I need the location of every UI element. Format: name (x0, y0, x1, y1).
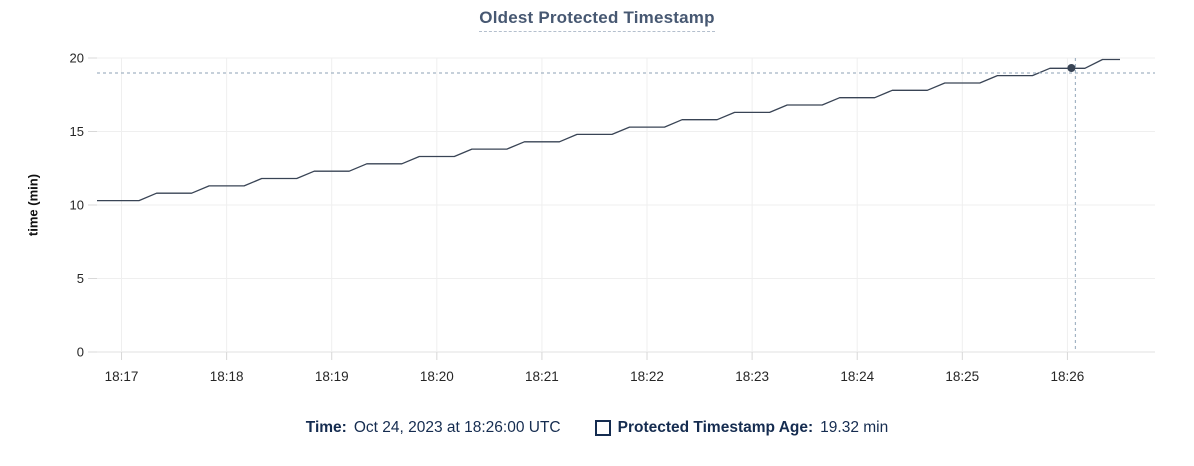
series-checkbox-icon[interactable] (594, 420, 611, 436)
series-line (97, 58, 1120, 202)
svg-text:18:18: 18:18 (210, 369, 244, 384)
svg-text:18:25: 18:25 (945, 369, 979, 384)
svg-text:18:20: 18:20 (420, 369, 454, 384)
x-gridlines (121, 58, 1068, 360)
chart-header: Oldest Protected Timestamp (0, 8, 1194, 32)
x-tick-labels: 18:17 18:18 18:19 18:20 18:21 18:22 18:23 18:24… (105, 369, 1085, 384)
legend-time-group: Time: Oct 24, 2023 at 18:26:00 UTC (306, 419, 561, 437)
legend-time-value: Oct 24, 2023 at 18:26:00 UTC (353, 419, 561, 436)
svg-text:18:26: 18:26 (1051, 369, 1085, 384)
svg-text:10: 10 (70, 198, 84, 213)
chart-title[interactable]: Oldest Protected Timestamp (479, 8, 715, 32)
svg-text:18:19: 18:19 (315, 369, 349, 384)
hover-point (1067, 63, 1076, 72)
y-tick-labels: 0 5 10 15 20 (70, 51, 84, 360)
legend-series-value: 19.32 min (820, 419, 889, 436)
legend-time-label: Time: (305, 419, 347, 436)
svg-text:18:22: 18:22 (630, 369, 664, 384)
legend-series-label: Protected Timestamp Age: (617, 419, 814, 436)
legend-series-group[interactable]: Protected Timestamp Age: 19.32 min (594, 419, 889, 437)
svg-text:0: 0 (77, 345, 84, 360)
legend-bar: Time: Oct 24, 2023 at 18:26:00 UTC Prote… (0, 419, 1194, 437)
svg-text:15: 15 (70, 124, 84, 139)
svg-text:18:24: 18:24 (840, 369, 874, 384)
y-gridlines (88, 57, 1155, 353)
svg-text:20: 20 (70, 51, 84, 66)
svg-text:5: 5 (77, 271, 84, 286)
svg-text:18:21: 18:21 (525, 369, 559, 384)
svg-text:18:17: 18:17 (105, 369, 139, 384)
svg-text:18:23: 18:23 (735, 369, 769, 384)
